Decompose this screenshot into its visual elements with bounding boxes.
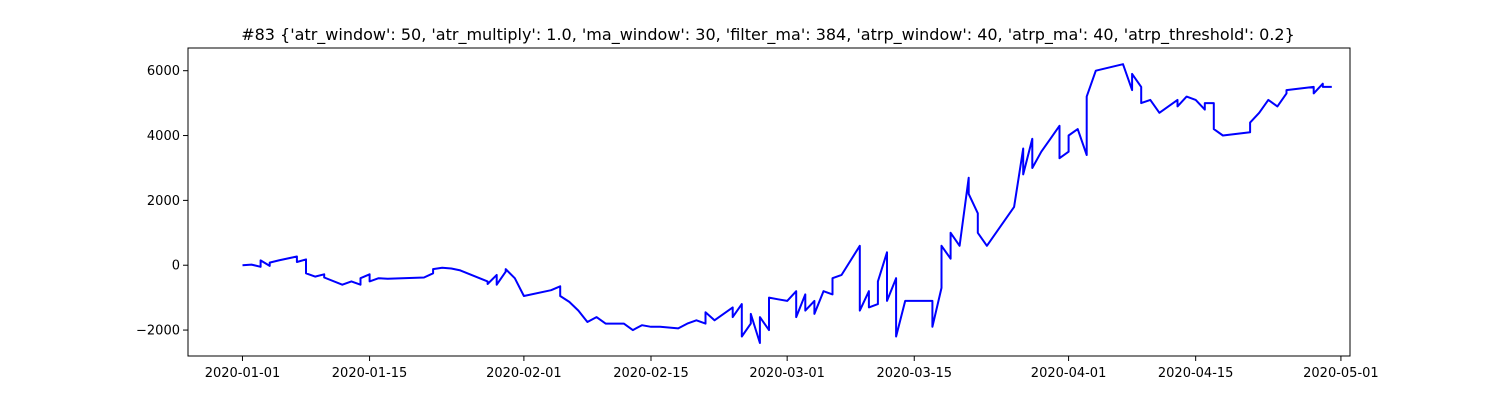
x-tick-label: 2020-05-01	[1303, 366, 1379, 381]
plot-area-frame	[187, 47, 1351, 357]
chart-title: #83 {'atr_window': 50, 'atr_multiply': 1…	[241, 25, 1295, 45]
y-tick-label: 4000	[147, 129, 180, 144]
x-tick-label: 2020-03-01	[749, 366, 825, 381]
y-tick-label: 6000	[147, 64, 180, 79]
y-axis: −2000 0 2000 4000 6000	[136, 64, 188, 339]
x-tick-label: 2020-04-01	[1031, 366, 1107, 381]
y-tick-label: −2000	[136, 324, 180, 339]
x-axis: 2020-01-01 2020-01-15 2020-02-01 2020-02-15…	[205, 356, 1379, 381]
x-tick-label: 2020-01-01	[205, 366, 281, 381]
x-tick-label: 2020-04-15	[1158, 366, 1234, 381]
equity-curve-line	[242, 63, 1332, 344]
y-tick-label: 0	[172, 259, 180, 274]
x-tick-label: 2020-02-15	[613, 366, 689, 381]
x-tick-label: 2020-02-01	[486, 366, 562, 381]
x-tick-label: 2020-01-15	[332, 366, 408, 381]
x-tick-label: 2020-03-15	[876, 366, 952, 381]
y-tick-label: 2000	[147, 194, 180, 209]
